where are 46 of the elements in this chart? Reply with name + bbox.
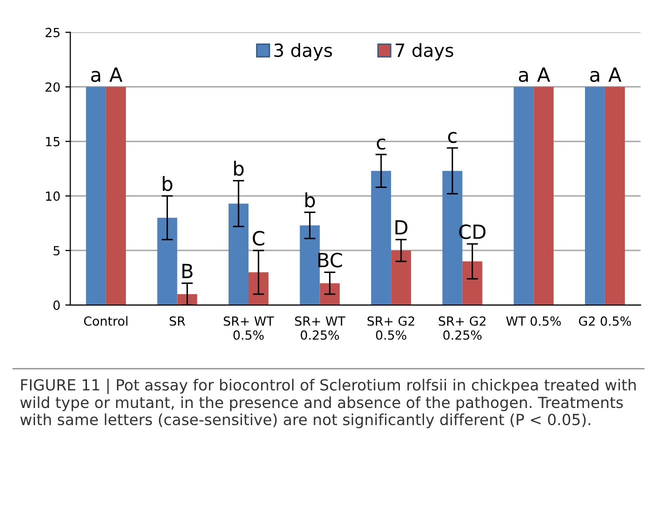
data-label: c — [448, 132, 457, 144]
x-tick-label: SR+ G2 0.25% — [438, 316, 486, 340]
data-label: b — [234, 160, 244, 176]
bar — [106, 86, 126, 306]
y-tick-label: 20 — [46, 82, 60, 92]
bar — [534, 86, 554, 306]
caption: FIGURE 11 | Pot assay for biocontrol of Sclerotium rolfsii in chickpea treated with wild type or mutant, in the presence and absence of the pathogen. Treatments with same letters (case-sensitive) are not significantly different (P < 0.05). — [20, 378, 636, 428]
bar — [248, 272, 268, 306]
y-tick-label: 25 — [46, 28, 60, 38]
bar — [371, 170, 392, 306]
y-tick-label: 5 — [54, 246, 60, 256]
x-tick-label: Control — [84, 316, 128, 326]
x-tick-label: WT 0.5% — [506, 316, 561, 326]
data-label: A — [537, 68, 550, 82]
y-tick-label: 0 — [53, 300, 60, 310]
data-label: a — [590, 70, 600, 82]
bar — [300, 225, 320, 306]
data-label: b — [162, 176, 172, 192]
legend-label: 3 days — [274, 43, 332, 61]
bar — [462, 261, 482, 306]
data-label: c — [376, 138, 386, 150]
y-tick-label: 15 — [46, 137, 60, 146]
bar — [177, 294, 198, 306]
bar — [86, 86, 106, 306]
data-label: b — [305, 192, 315, 208]
bar — [320, 283, 340, 306]
data-label: a — [518, 70, 528, 82]
x-tick-label: SR — [170, 316, 186, 326]
legend-label: 7 days — [396, 43, 454, 61]
bar — [391, 250, 412, 306]
bar — [157, 218, 178, 306]
bar — [228, 204, 249, 306]
x-tick-label: SR+ WT 0.25% — [295, 316, 346, 340]
data-label: D — [395, 220, 408, 234]
x-tick-label: SR+ G2 0.5% — [368, 316, 414, 340]
y-tick-label: 10 — [46, 191, 60, 201]
data-label: a — [91, 70, 100, 82]
data-label: B — [182, 264, 192, 278]
bar — [584, 86, 605, 306]
bar — [514, 86, 534, 306]
bar — [604, 86, 625, 306]
data-label: A — [109, 68, 122, 82]
x-tick-label: SR+ WT 0.5% — [224, 316, 274, 340]
x-tick-label: G2 0.5% — [578, 316, 631, 326]
data-label: A — [608, 68, 622, 82]
data-label: C — [252, 230, 264, 246]
